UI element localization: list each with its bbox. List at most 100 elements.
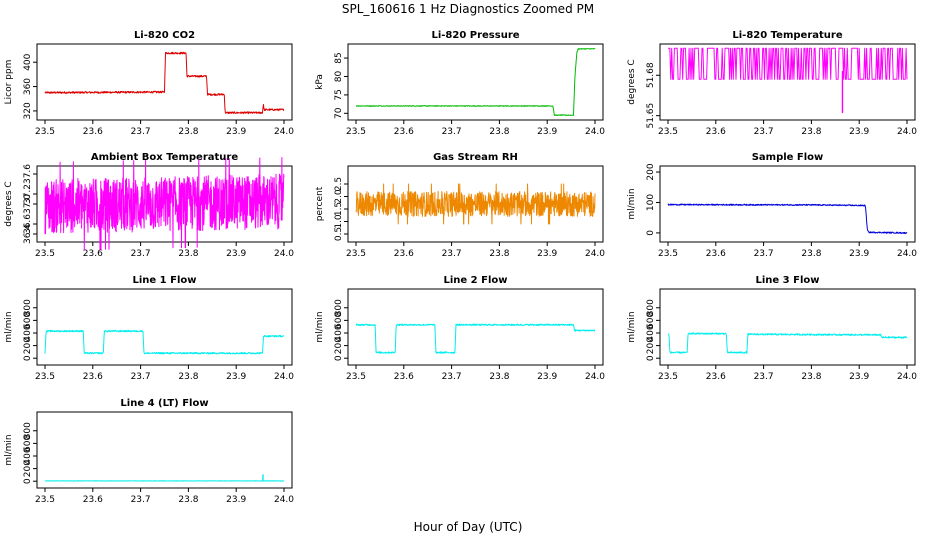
x-tick-label: 24.0 <box>897 372 917 382</box>
x-tick-label: 23.7 <box>754 372 774 382</box>
x-tick-label: 23.7 <box>131 372 151 382</box>
x-tick-label: 23.9 <box>226 249 246 259</box>
y-axis-label: kPa <box>315 74 325 90</box>
x-tick-label: 23.9 <box>849 372 869 382</box>
y-tick-label: 800 <box>646 299 656 316</box>
panel-title: Line 3 Flow <box>756 275 820 286</box>
panel-title: Sample Flow <box>752 152 824 163</box>
x-tick-label: 23.7 <box>442 372 462 382</box>
y-tick-label: 51.65 <box>646 103 656 129</box>
chart-panel: Li-820 Pressure kPa 70 75 80 85 23.5 23.6 23.7 23… <box>315 30 605 137</box>
x-tick-label: 23.8 <box>178 249 198 259</box>
x-tick-label: 23.5 <box>35 249 55 259</box>
y-axis-label: degrees C <box>627 59 637 104</box>
x-tick-label: 23.6 <box>394 249 414 259</box>
y-tick-label: 200 <box>23 337 33 354</box>
y-tick-label: 200 <box>646 163 656 180</box>
plot-frame <box>347 43 604 121</box>
y-tick-label: 100 <box>646 194 656 211</box>
chart-panel: Li-820 CO2 Licor ppm 320 360 400 23.5 23.6 23.7… <box>4 30 294 137</box>
x-tick-label: 23.5 <box>346 372 366 382</box>
y-tick-label: 1.5 <box>334 202 344 216</box>
x-tick-label: 23.5 <box>35 372 55 382</box>
x-tick-label: 23.6 <box>394 372 414 382</box>
y-tick-label: 200 <box>334 337 344 354</box>
x-tick-label: 23.5 <box>346 127 366 137</box>
y-tick-label: 70 <box>334 107 344 119</box>
x-tick-label: 23.9 <box>226 372 246 382</box>
x-tick-label: 24.0 <box>274 127 294 137</box>
x-tick-label: 23.7 <box>131 495 151 505</box>
x-tick-label: 23.6 <box>706 127 726 137</box>
panels-container: Li-820 CO2 Licor ppm 320 360 400 23.5 23.6 23.7… <box>4 30 917 505</box>
x-tick-label: 23.9 <box>849 249 869 259</box>
y-tick-label: 0 <box>646 230 656 236</box>
y-tick-label: 400 <box>646 324 656 341</box>
x-tick-label: 23.7 <box>442 249 462 259</box>
plot-frame <box>36 411 293 489</box>
x-tick-label: 23.5 <box>658 249 678 259</box>
panel-title: Line 2 Flow <box>444 275 508 286</box>
series-line <box>44 51 285 115</box>
y-tick-label: 36.4 <box>23 224 33 244</box>
y-axis-label: Licor ppm <box>4 60 14 105</box>
x-tick-label: 23.5 <box>658 127 678 137</box>
y-tick-label: 400 <box>334 324 344 341</box>
x-tick-label: 23.8 <box>489 249 509 259</box>
series-line <box>355 183 596 225</box>
x-tick-label: 24.0 <box>897 249 917 259</box>
x-tick-label: 23.9 <box>537 249 557 259</box>
x-tick-label: 23.6 <box>706 372 726 382</box>
x-tick-label: 23.8 <box>178 495 198 505</box>
x-tick-label: 23.8 <box>178 372 198 382</box>
x-tick-label: 24.0 <box>897 127 917 137</box>
y-tick-label: 400 <box>23 447 33 464</box>
x-tick-label: 23.6 <box>394 127 414 137</box>
plot-frame <box>36 43 293 121</box>
x-tick-label: 24.0 <box>274 249 294 259</box>
y-tick-label: 0 <box>334 355 344 361</box>
x-tick-label: 23.8 <box>801 249 821 259</box>
plot-frame <box>659 43 916 121</box>
y-axis-label: ml/min <box>4 311 14 342</box>
x-tick-label: 23.9 <box>226 495 246 505</box>
y-axis-label: ml/min <box>4 434 14 465</box>
y-tick-label: 51.68 <box>646 62 656 88</box>
panel-title: Gas Stream RH <box>433 152 518 163</box>
y-axis-label: degrees C <box>4 181 14 226</box>
x-tick-label: 24.0 <box>585 127 605 137</box>
y-tick-label: 0.5 <box>334 227 344 241</box>
y-tick-label: 2.5 <box>334 177 344 191</box>
y-axis-label: ml/min <box>315 311 325 342</box>
x-tick-label: 23.7 <box>442 127 462 137</box>
x-tick-label: 23.6 <box>83 495 103 505</box>
y-tick-label: 0 <box>646 355 656 361</box>
panel-title: Line 1 Flow <box>133 275 197 286</box>
y-tick-label: 360 <box>23 78 33 95</box>
x-tick-label: 23.7 <box>754 249 774 259</box>
y-tick-label: 1.0 <box>334 214 344 229</box>
x-tick-label: 23.5 <box>35 495 55 505</box>
series-line <box>44 157 285 251</box>
y-tick-label: 36.6 <box>23 214 33 234</box>
y-tick-label: 600 <box>646 312 656 329</box>
y-tick-label: 600 <box>23 312 33 329</box>
y-tick-label: 37.6 <box>23 164 33 184</box>
y-tick-label: 600 <box>23 435 33 452</box>
chart-panel: Ambient Box Temperature degrees C 36.436.6… <box>4 152 294 259</box>
plot-frame <box>347 288 604 366</box>
x-tick-label: 23.9 <box>537 372 557 382</box>
series-line <box>355 323 596 354</box>
y-tick-label: 2.0 <box>334 189 344 204</box>
x-tick-label: 23.5 <box>35 127 55 137</box>
x-tick-label: 23.9 <box>226 127 246 137</box>
chart-panel: Li-820 Temperature degrees C 51.65 51.68 23.… <box>627 30 917 137</box>
y-tick-label: 400 <box>23 53 33 70</box>
plot-frame <box>659 288 916 366</box>
x-tick-label: 23.7 <box>131 127 151 137</box>
y-tick-label: 800 <box>23 299 33 316</box>
y-tick-label: 600 <box>334 312 344 329</box>
y-tick-label: 320 <box>23 102 33 119</box>
y-axis-label: ml/min <box>627 311 637 342</box>
